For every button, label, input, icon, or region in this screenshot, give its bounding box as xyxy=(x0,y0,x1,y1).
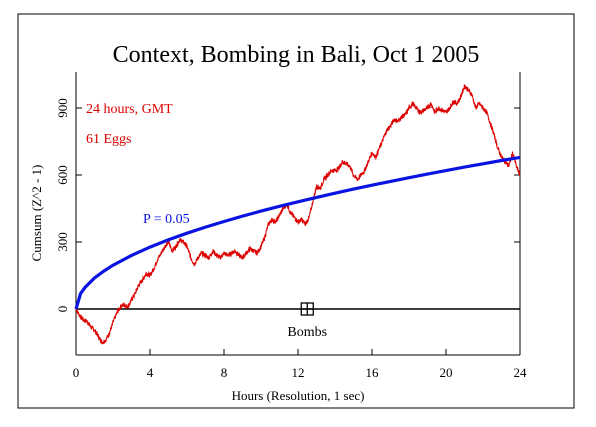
period-annotation: 24 hours, GMT xyxy=(86,102,173,117)
eggs-annotation: 61 Eggs xyxy=(86,132,132,147)
event-marker xyxy=(300,302,314,316)
y-tick-label: 900 xyxy=(55,98,70,118)
chart-title: Context, Bombing in Bali, Oct 1 2005 xyxy=(113,42,480,68)
x-tick-label: 0 xyxy=(73,365,80,380)
plot-area: 0 4 8 12 16 20 24 0 300 600 900 xyxy=(55,72,527,380)
y-axis-ticks: 0 300 600 900 xyxy=(55,98,520,312)
y-tick-label: 300 xyxy=(55,232,70,252)
x-tick-label: 8 xyxy=(221,365,228,380)
cumsum-data-line xyxy=(75,84,521,345)
y-axis-label: Cumsum (Z^2 - 1) xyxy=(29,165,44,262)
probability-envelope-line xyxy=(74,155,521,310)
x-tick-label: 20 xyxy=(440,365,453,380)
x-axis-label: Hours (Resolution, 1 sec) xyxy=(232,388,365,403)
figure-border xyxy=(17,13,575,409)
x-axis-ticks: 0 4 8 12 16 20 24 xyxy=(73,349,527,380)
x-tick-label: 16 xyxy=(366,365,380,380)
y-tick-label: 600 xyxy=(55,165,70,185)
probability-label: P = 0.05 xyxy=(143,212,190,227)
x-tick-label: 4 xyxy=(147,365,154,380)
y-tick-label: 0 xyxy=(55,306,70,313)
series-layer xyxy=(74,84,521,345)
event-label: Bombs xyxy=(287,325,327,340)
x-tick-label: 12 xyxy=(292,365,305,380)
x-tick-label: 24 xyxy=(514,365,528,380)
